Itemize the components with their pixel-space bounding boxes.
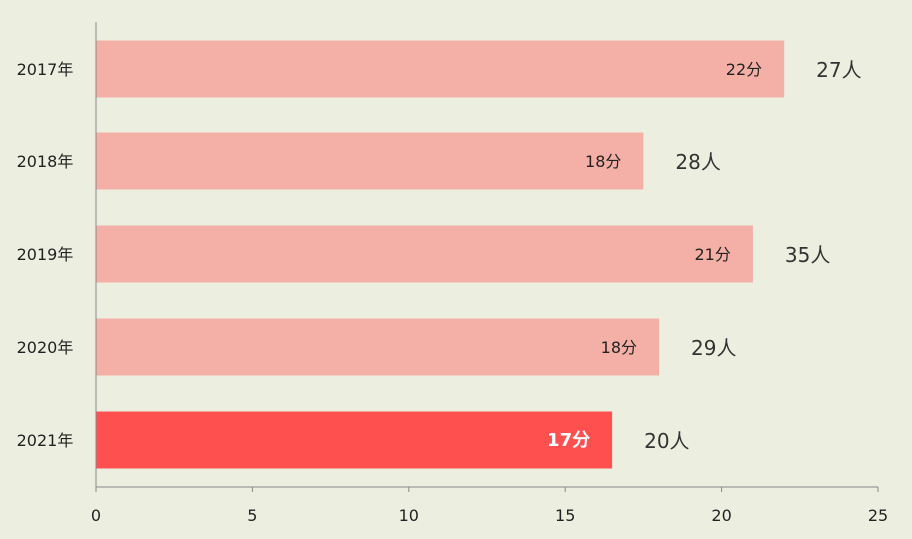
x-tick-label-4: 20 xyxy=(711,506,731,525)
category-label-3: 2020年 xyxy=(17,338,74,357)
bar-value-label-2: 21分 xyxy=(695,245,731,264)
bar-0 xyxy=(96,40,785,98)
count-label-0: 27人 xyxy=(816,58,861,82)
bar-1 xyxy=(96,132,644,190)
category-label-1: 2018年 xyxy=(17,152,74,171)
count-label-2: 35人 xyxy=(785,243,830,267)
bar-4 xyxy=(96,411,613,469)
bar-2 xyxy=(96,225,753,283)
category-label-2: 2019年 xyxy=(17,245,74,264)
bar-value-label-3: 18分 xyxy=(601,338,637,357)
x-tick-label-1: 5 xyxy=(247,506,257,525)
bar-value-label-0: 22分 xyxy=(726,60,762,79)
count-label-1: 28人 xyxy=(675,150,720,174)
category-label-0: 2017年 xyxy=(17,60,74,79)
x-tick-label-5: 25 xyxy=(868,506,888,525)
x-tick-label-3: 15 xyxy=(555,506,575,525)
x-tick-label-0: 0 xyxy=(91,506,101,525)
bar-3 xyxy=(96,318,660,376)
count-label-3: 29人 xyxy=(691,336,736,360)
bar-value-label-4: 17分 xyxy=(547,430,590,451)
x-tick-label-2: 10 xyxy=(399,506,419,525)
category-label-4: 2021年 xyxy=(17,431,74,450)
count-label-4: 20人 xyxy=(644,429,689,453)
bar-value-label-1: 18分 xyxy=(585,152,621,171)
